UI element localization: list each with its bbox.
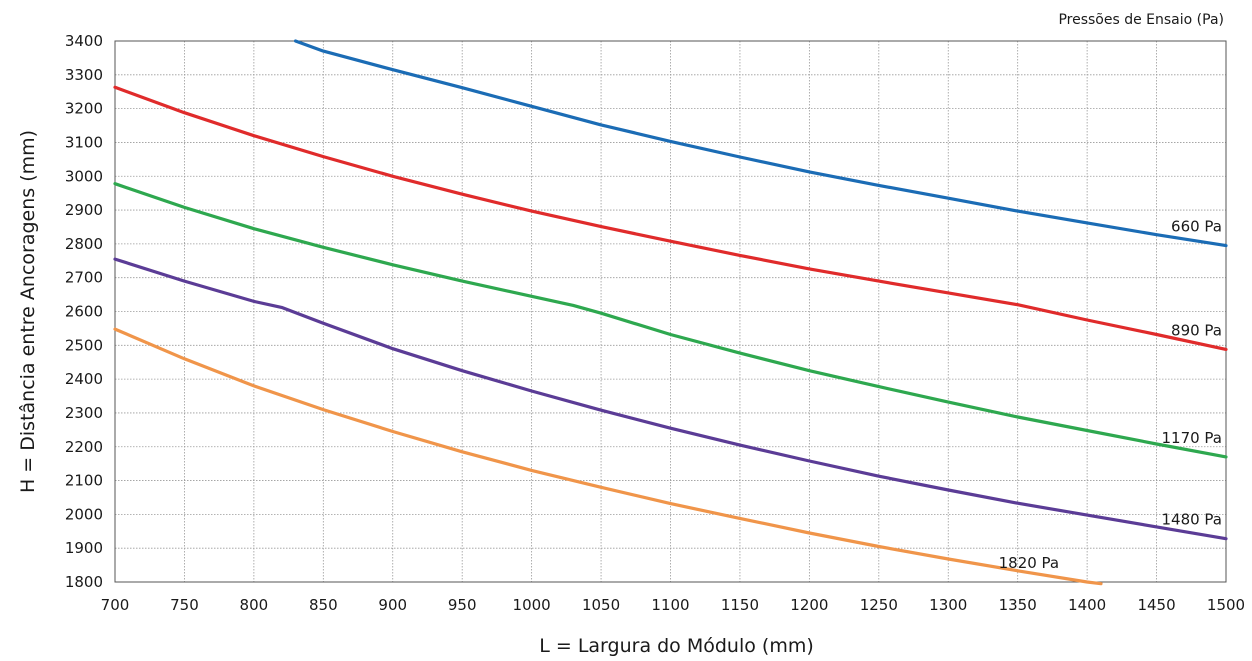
y-tick-label: 2500: [65, 336, 103, 354]
legend-title: Pressões de Ensaio (Pa): [1058, 12, 1224, 28]
y-tick-label: 2600: [65, 303, 103, 321]
series-line-660-pa: [293, 39, 1228, 248]
x-tick-label: 1350: [999, 596, 1037, 614]
y-tick-label: 2100: [65, 472, 103, 490]
x-tick-label: 900: [378, 596, 407, 614]
y-axis-ticks: 1800 1900 2000 2100 2200 2300 2400 2500 2600 2700…: [65, 32, 103, 591]
x-tick-label: 950: [448, 596, 477, 614]
y-axis-title: H = Distância entre Ancoragens (mm): [17, 130, 39, 493]
x-tick-label: 1200: [790, 596, 828, 614]
x-tick-label: 1150: [721, 596, 759, 614]
series-label: 890 Pa: [1171, 321, 1222, 339]
series-line-1820-pa: [113, 327, 1103, 586]
y-tick-label: 2800: [65, 235, 103, 253]
y-tick-label: 2000: [65, 505, 103, 523]
x-tick-label: 750: [170, 596, 199, 614]
x-tick-label: 850: [309, 596, 338, 614]
y-tick-label: 2400: [65, 370, 103, 388]
x-tick-label: 1100: [651, 596, 689, 614]
series-label: 1820 Pa: [999, 554, 1060, 572]
x-axis-title: L = Largura do Módulo (mm): [539, 635, 814, 657]
y-tick-label: 3300: [65, 66, 103, 84]
x-tick-label: 1050: [582, 596, 620, 614]
x-tick-label: 1450: [1137, 596, 1175, 614]
series-label: 1480 Pa: [1161, 511, 1222, 529]
y-tick-label: 2300: [65, 404, 103, 422]
x-tick-label: 1300: [929, 596, 967, 614]
series-line-1480-pa: [113, 257, 1228, 541]
x-tick-label: 1250: [860, 596, 898, 614]
x-tick-label: 1500: [1207, 596, 1245, 614]
series-labels: 660 Pa 890 Pa 1170 Pa 1480 Pa 1820 Pa: [999, 218, 1222, 572]
y-tick-label: 2700: [65, 269, 103, 287]
y-tick-label: 2200: [65, 438, 103, 456]
series-line-1170-pa: [113, 182, 1228, 459]
y-tick-label: 2900: [65, 201, 103, 219]
x-tick-label: 800: [240, 596, 269, 614]
y-tick-label: 3400: [65, 32, 103, 50]
series-group: [113, 39, 1228, 586]
series-line-890-pa: [113, 85, 1228, 351]
y-tick-label: 3200: [65, 100, 103, 118]
y-tick-label: 3000: [65, 167, 103, 185]
x-tick-label: 700: [101, 596, 130, 614]
x-tick-label: 1400: [1068, 596, 1106, 614]
series-label: 660 Pa: [1171, 218, 1222, 236]
plot-area: [114, 40, 1227, 583]
y-tick-label: 1800: [65, 573, 103, 591]
y-tick-label: 3100: [65, 133, 103, 151]
x-tick-label: 1000: [513, 596, 551, 614]
y-tick-label: 1900: [65, 539, 103, 557]
series-label: 1170 Pa: [1161, 429, 1222, 447]
x-axis-ticks: 700 750 800 850 900 950 1000 1050 1100 1150 1200 12…: [101, 596, 1245, 614]
grid: [114, 40, 1227, 583]
